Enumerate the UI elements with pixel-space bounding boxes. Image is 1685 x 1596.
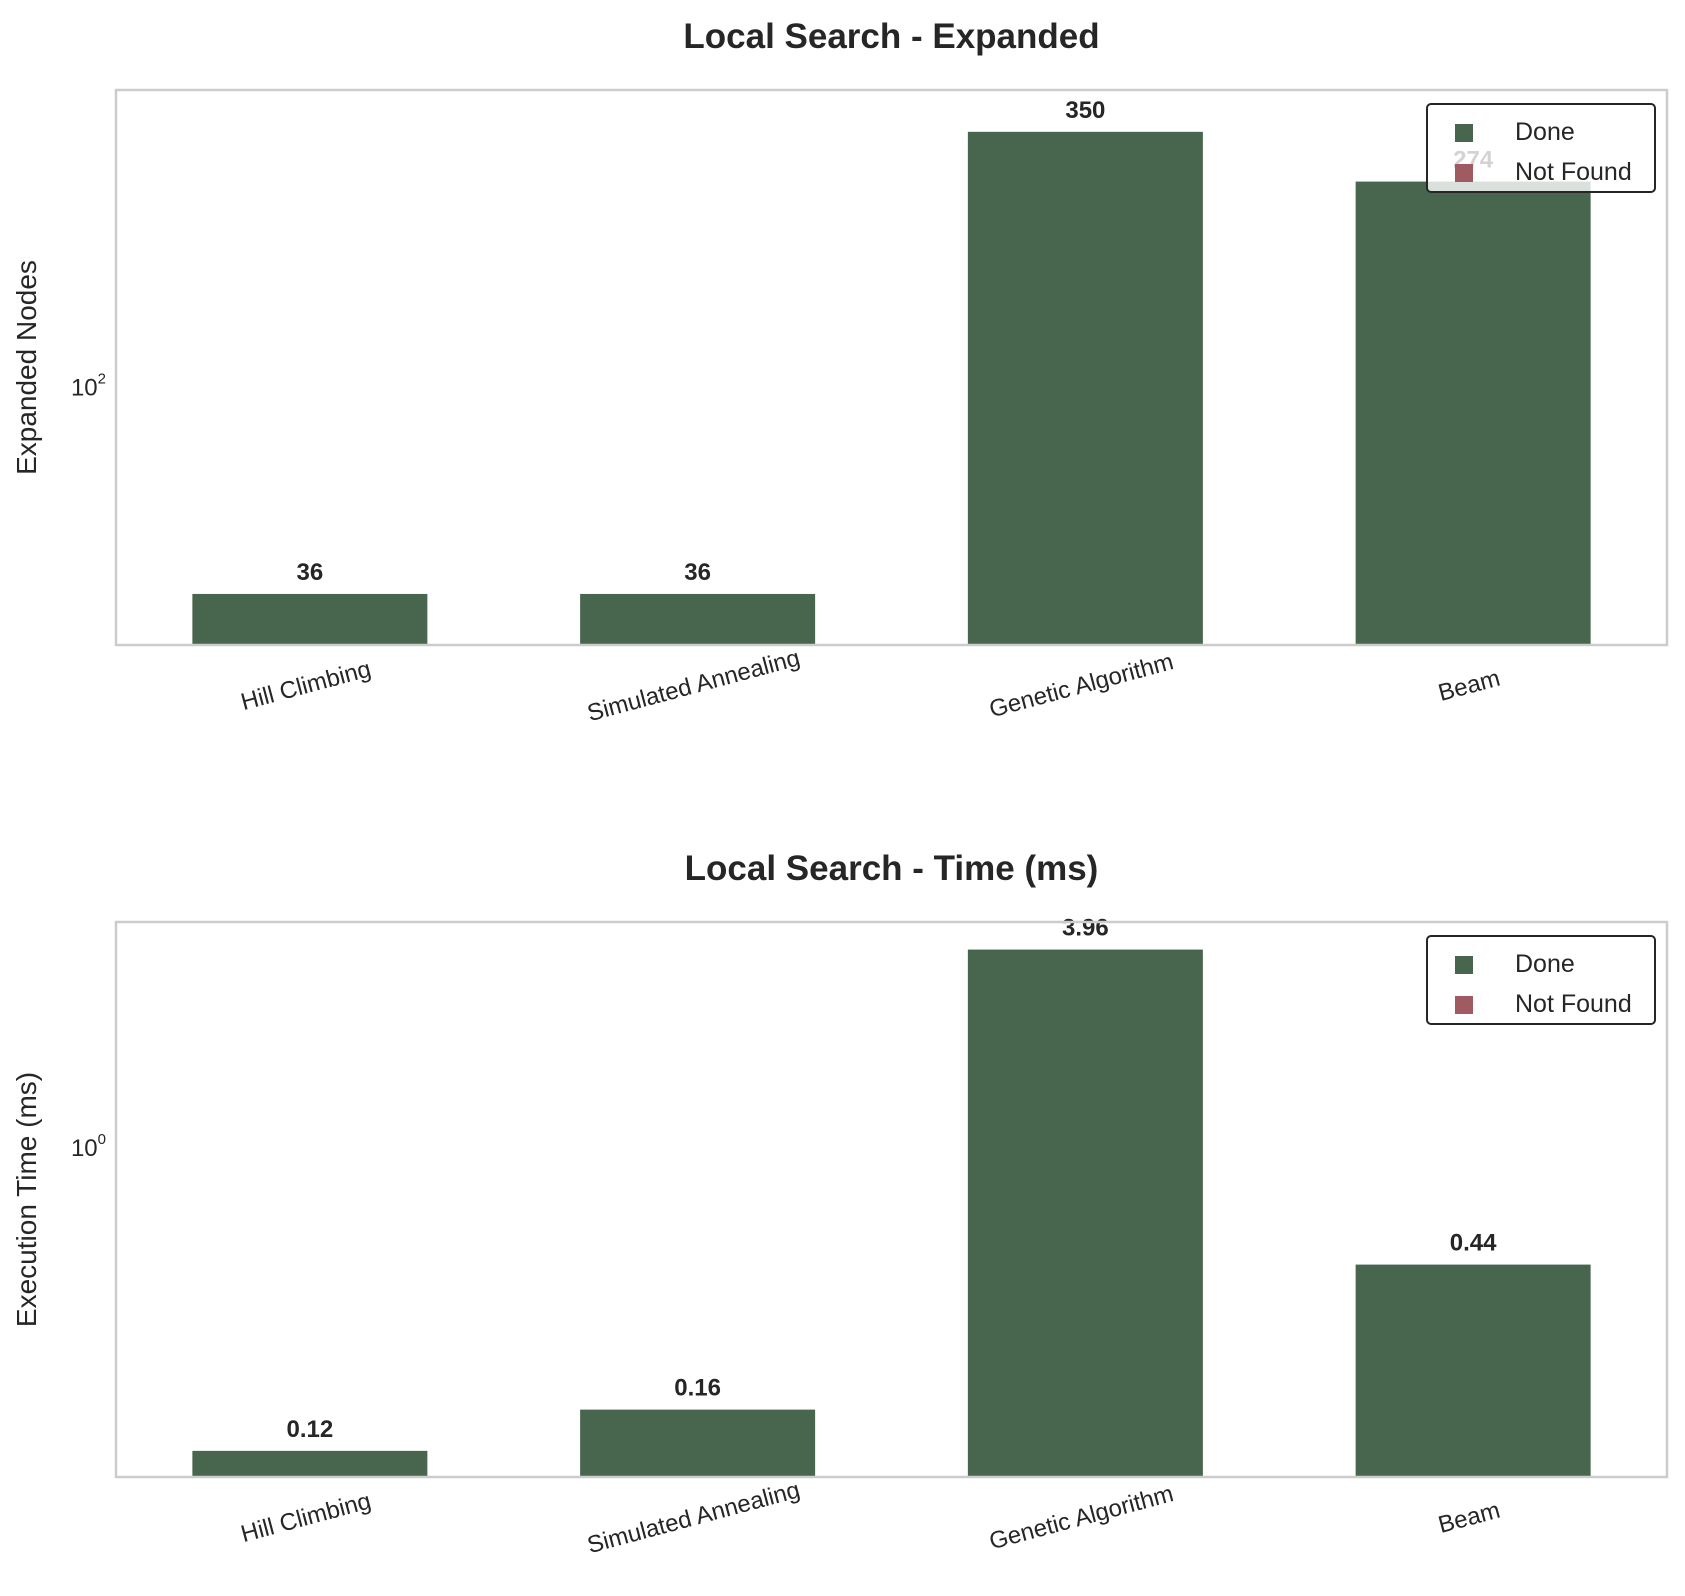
x-tick-label: Beam <box>1435 665 1503 707</box>
legend-label: Not Found <box>1515 158 1632 186</box>
plot-frame <box>114 88 1669 647</box>
legend-label: Done <box>1515 950 1575 978</box>
y-tick-label: 100 <box>71 1131 106 1162</box>
x-tick-label: Hill Climbing <box>238 655 374 716</box>
legend-marker <box>1455 164 1473 182</box>
x-tick-label: Genetic Algorithm <box>986 1480 1176 1555</box>
x-tick-label: Simulated Annealing <box>585 1476 803 1559</box>
legend-label: Not Found <box>1515 990 1632 1018</box>
chart-title: Local Search - Expanded <box>683 17 1099 56</box>
y-tick-label: 102 <box>71 370 106 401</box>
chart-panel-2: Local Search - Time (ms) Execution Time (… <box>11 849 1669 1559</box>
y-axis-label: Expanded Nodes <box>11 260 42 475</box>
legend-marker <box>1455 956 1473 974</box>
legend-box <box>1426 935 1656 1025</box>
legend-marker <box>1455 124 1473 142</box>
bar <box>967 949 1203 1477</box>
bar <box>967 131 1203 645</box>
bar <box>580 593 816 645</box>
legend-marker <box>1455 996 1473 1014</box>
legend-label: Done <box>1515 118 1575 146</box>
bar-value-label: 0.44 <box>1450 1230 1497 1257</box>
x-tick-label: Beam <box>1435 1497 1503 1539</box>
bar-value-label: 3.96 <box>1062 915 1109 942</box>
bar <box>1355 1264 1591 1477</box>
legend: Done Not Found <box>1426 103 1656 193</box>
x-tick-label: Genetic Algorithm <box>986 648 1176 723</box>
bar <box>1355 181 1591 645</box>
plot-frame <box>114 920 1669 1479</box>
y-axis-label: Execution Time (ms) <box>11 1072 42 1327</box>
legend: Done Not Found <box>1426 935 1656 1025</box>
bar <box>580 1409 816 1477</box>
bar-value-label: 0.16 <box>674 1375 721 1402</box>
bar-value-label: 36 <box>297 559 324 586</box>
bar-value-label: 350 <box>1065 97 1105 124</box>
bar <box>192 593 428 645</box>
chart-panel-1: Local Search - Expanded Expanded Nodes 102… <box>11 17 1669 727</box>
x-tick-label: Simulated Annealing <box>585 644 803 727</box>
bar <box>192 1450 428 1477</box>
chart-title: Local Search - Time (ms) <box>685 849 1099 888</box>
bar-value-label: 36 <box>684 559 711 586</box>
legend-box <box>1426 103 1656 193</box>
x-tick-label: Hill Climbing <box>238 1487 374 1548</box>
bar-value-label: 0.12 <box>287 1416 334 1443</box>
